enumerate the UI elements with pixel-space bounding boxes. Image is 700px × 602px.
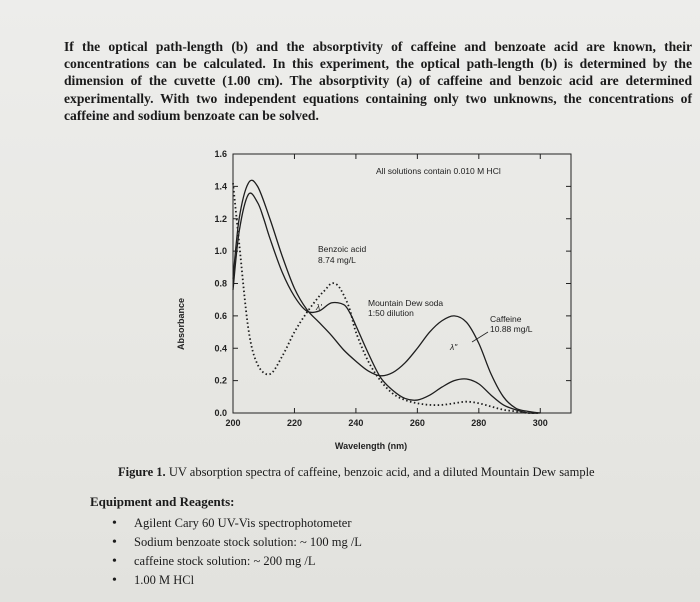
x-tick-label: 260 <box>410 418 425 428</box>
series-line-caffeine <box>232 179 541 414</box>
y-tick-label: 0.8 <box>214 279 227 289</box>
x-axis-label: Wavelength (nm) <box>335 441 407 451</box>
x-tick-label: 280 <box>471 418 486 428</box>
y-tick-label: 0.6 <box>214 311 227 321</box>
annotation-caffeine-2: 10.88 mg/L <box>490 324 533 334</box>
annotation-caffeine-1: Caffeine <box>490 314 522 324</box>
y-tick-label: 1.4 <box>214 181 227 191</box>
x-tick-label: 240 <box>348 418 363 428</box>
chart-axes <box>232 153 572 414</box>
x-tick-label: 200 <box>225 418 240 428</box>
y-tick-label: 0.2 <box>214 376 227 386</box>
figure-caption: Figure 1. UV absorption spectra of caffe… <box>118 465 688 480</box>
intro-paragraph: If the optical path-length (b) and the a… <box>64 39 692 123</box>
annotation-lambda-2: λ" <box>449 342 458 352</box>
y-tick-label: 1.6 <box>214 149 227 159</box>
y-axis-label: Absorbance <box>176 298 186 350</box>
caffeine-pointer <box>471 331 489 343</box>
figure-caption-text: UV absorption spectra of caffeine, benzo… <box>165 465 595 479</box>
section-heading: Equipment and Reagents: <box>90 494 235 509</box>
uv-spectra-figure: 200 220 240 260 280 300 0.0 0.2 0.4 0.6 0.8 1.0 1.2 1… <box>176 146 584 466</box>
y-tick-label: 0.4 <box>214 343 227 353</box>
annotation-dew-2: 1:50 dilution <box>368 308 414 318</box>
x-tick-label: 300 <box>533 418 548 428</box>
figure-caption-label: Figure 1. <box>118 465 166 479</box>
reagent-list: Agilent Cary 60 UV-Vis spectrophotometer… <box>112 514 362 590</box>
uv-spectra-chart: 200 220 240 260 280 300 0.0 0.2 0.4 0.6 0.8 1.0 1.2 1… <box>176 149 572 451</box>
chart-series <box>232 179 541 415</box>
annotation-benzoic-2: 8.74 mg/L <box>318 255 356 265</box>
x-tick-label: 220 <box>287 418 302 428</box>
y-tick-label: 1.2 <box>214 214 227 224</box>
y-tick-label: 1.0 <box>214 246 227 256</box>
annotation-dew-1: Mountain Dew soda <box>368 298 443 308</box>
list-item: 1.00 M HCl <box>112 571 362 590</box>
series-line-mountain-dew-soda <box>232 192 541 414</box>
annotation-lambda-1: λ' <box>315 302 322 312</box>
list-item: Sodium benzoate stock solution: ~ 100 mg… <box>112 533 362 552</box>
chart-ticks: 200 220 240 260 280 300 0.0 0.2 0.4 0.6 0.8 1.0 1.2 1… <box>214 149 571 428</box>
list-item: Agilent Cary 60 UV-Vis spectrophotometer <box>112 514 362 533</box>
list-item: caffeine stock solution: ~ 200 mg /L <box>112 552 362 571</box>
annotation-benzoic-1: Benzoic acid <box>318 244 366 254</box>
y-tick-label: 0.0 <box>214 408 227 418</box>
plot-frame <box>232 153 572 414</box>
annotation-top-note: All solutions contain 0.010 M HCl <box>376 166 501 176</box>
